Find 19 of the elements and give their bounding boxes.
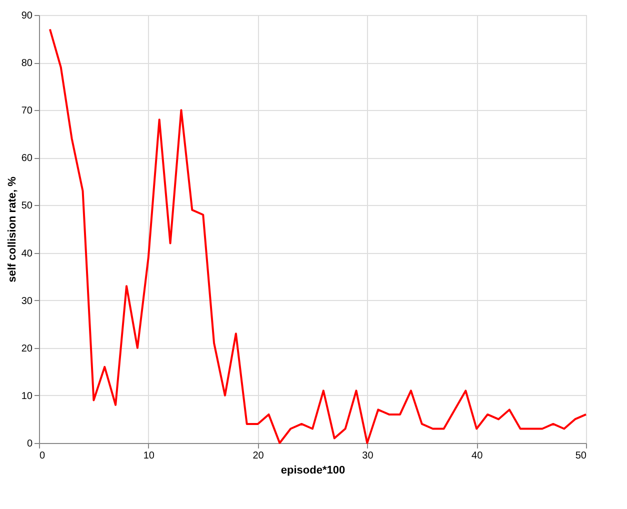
y-tick-label: 60 [21,153,33,164]
y-tick-label: 10 [21,390,33,402]
y-tick-label: 20 [21,343,33,354]
x-tick-label: 0 [40,450,46,462]
y-tick-label: 40 [21,248,33,260]
x-axis-title: episode*100 [280,464,346,476]
y-tick-label: 50 [21,200,33,212]
x-tick-label: 20 [252,450,264,462]
y-tick-label: 80 [21,58,33,70]
y-tick-label: 0 [26,438,33,450]
line-series [48,28,587,444]
y-tick-label: 30 [21,296,33,307]
y-tick-label: 70 [21,106,33,117]
y-axis-title: self collision rate, % [6,176,18,282]
y-tick-label: 90 [21,10,33,22]
x-tick-label: 50 [575,450,587,462]
x-tick-label: 40 [472,450,484,462]
x-tick-label: 10 [143,450,155,462]
x-tick-label: 30 [362,450,374,462]
